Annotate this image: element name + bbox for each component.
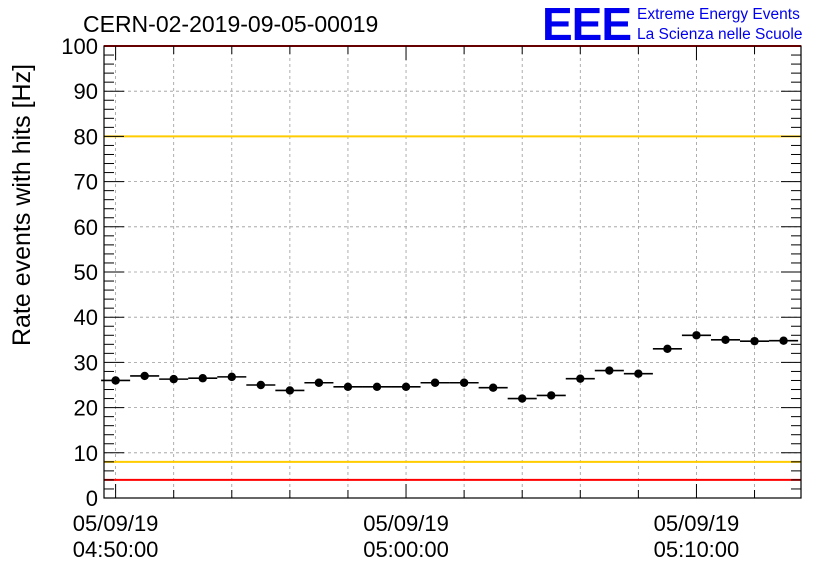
y-tick-label: 10 xyxy=(74,441,98,466)
y-tick-label: 30 xyxy=(74,350,98,375)
data-point xyxy=(605,366,614,375)
data-point xyxy=(663,344,672,354)
y-tick-label: 100 xyxy=(61,34,98,59)
data-point xyxy=(285,386,295,395)
data-point xyxy=(140,371,149,381)
tick-labels: 010203040506070809010005/09/1904:50:0005… xyxy=(61,34,739,562)
x-tick-label-time: 05:10:00 xyxy=(654,537,740,562)
data-points xyxy=(101,331,799,403)
x-tick-label-date: 05/09/19 xyxy=(363,511,449,536)
data-point xyxy=(169,374,178,384)
data-point xyxy=(227,372,236,382)
axis-ticks xyxy=(104,45,801,499)
y-tick-label: 80 xyxy=(74,124,98,149)
data-point xyxy=(459,378,469,387)
y-tick-label: 40 xyxy=(74,305,98,330)
x-tick-label-date: 05/09/19 xyxy=(73,511,159,536)
y-tick-label: 0 xyxy=(86,486,98,511)
y-tick-label: 20 xyxy=(74,396,98,421)
data-point xyxy=(779,336,788,345)
data-point xyxy=(372,382,382,392)
data-point xyxy=(198,374,207,383)
eee-logo: EEE Extreme Energy Events La Scienza nel… xyxy=(542,0,802,50)
y-tick-label: 90 xyxy=(74,79,98,104)
data-point xyxy=(401,382,411,392)
data-point xyxy=(634,369,643,378)
y-tick-label: 50 xyxy=(74,260,98,285)
data-point xyxy=(430,378,440,387)
data-point xyxy=(547,391,556,400)
data-point xyxy=(750,336,759,346)
data-point xyxy=(314,378,324,387)
y-tick-label: 60 xyxy=(74,215,98,240)
data-point xyxy=(488,383,498,392)
logo-mark: EEE xyxy=(542,0,631,50)
x-tick-label-time: 04:50:00 xyxy=(73,537,159,562)
data-point xyxy=(111,376,120,385)
data-point xyxy=(692,331,701,340)
data-point xyxy=(343,382,353,392)
data-point xyxy=(256,380,266,390)
data-point xyxy=(721,335,730,344)
x-tick-label-date: 05/09/19 xyxy=(654,511,740,536)
logo-line-2: La Scienza nelle Scuole xyxy=(637,26,802,43)
chart-title: CERN-02-2019-09-05-00019 xyxy=(83,11,378,37)
x-tick-label-time: 05:00:00 xyxy=(363,537,449,562)
grid xyxy=(104,46,801,498)
logo-line-1: Extreme Energy Events xyxy=(637,6,800,23)
y-tick-label: 70 xyxy=(74,170,98,195)
data-point xyxy=(576,374,585,383)
y-axis-label: Rate events with hits [Hz] xyxy=(8,64,36,346)
data-point xyxy=(518,394,527,403)
